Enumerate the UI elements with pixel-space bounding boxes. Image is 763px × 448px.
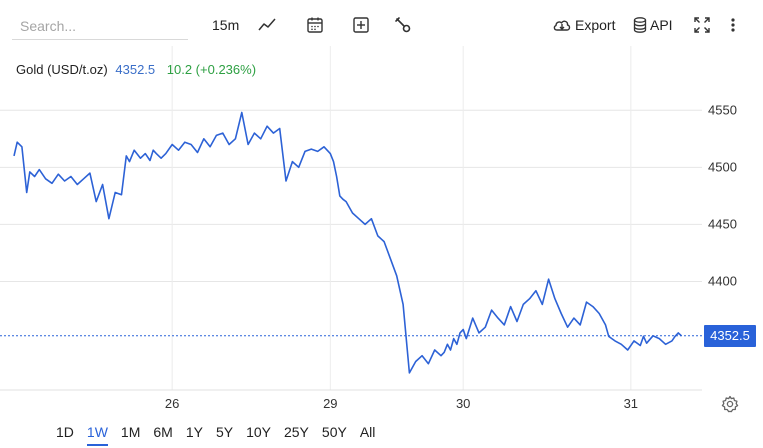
range-selector: 1D 1W 1M 6M 1Y 5Y 10Y 25Y 50Y All bbox=[56, 420, 388, 446]
plus-box-icon bbox=[352, 16, 370, 34]
api-label: API bbox=[650, 17, 673, 33]
chart-grid bbox=[0, 46, 702, 391]
line-chart-icon bbox=[257, 15, 277, 35]
fullscreen-icon bbox=[693, 16, 711, 34]
range-button-1w[interactable]: 1W bbox=[86, 420, 108, 446]
y-axis: 4550 4500 4450 4400 bbox=[708, 102, 737, 288]
fullscreen-button[interactable] bbox=[693, 13, 711, 37]
export-label: Export bbox=[575, 17, 616, 33]
price-change: 10.2 (+0.236%) bbox=[166, 62, 257, 77]
range-button-all[interactable]: All bbox=[359, 424, 376, 440]
wrench-icon bbox=[394, 16, 412, 34]
interval-label: 15m bbox=[212, 17, 240, 33]
toolbar: 15m Export API bbox=[0, 0, 763, 46]
current-price: 4352.5 bbox=[115, 62, 156, 77]
calendar-icon bbox=[306, 16, 324, 34]
api-button[interactable]: API bbox=[632, 13, 673, 37]
range-button-1y[interactable]: 1Y bbox=[185, 424, 203, 440]
add-indicator-button[interactable] bbox=[352, 13, 370, 37]
cloud-download-icon bbox=[552, 16, 572, 34]
database-icon bbox=[632, 16, 648, 34]
y-tick-label: 4500 bbox=[708, 159, 737, 174]
range-button-1d[interactable]: 1D bbox=[56, 424, 74, 440]
range-button-10y[interactable]: 10Y bbox=[246, 424, 271, 440]
x-axis: 26 29 30 31 bbox=[165, 396, 638, 411]
y-tick-label: 4450 bbox=[708, 216, 737, 231]
chart-type-button[interactable] bbox=[257, 13, 277, 37]
chart-settings-button[interactable] bbox=[720, 394, 740, 414]
range-button-50y[interactable]: 50Y bbox=[321, 424, 347, 440]
symbol-name: Gold (USD/t.oz) bbox=[16, 62, 108, 77]
interval-selector[interactable]: 15m bbox=[212, 13, 239, 37]
chart-legend: Gold (USD/t.oz) 4352.5 10.2 (+0.236%) bbox=[16, 62, 256, 77]
range-button-1m[interactable]: 1M bbox=[120, 424, 141, 440]
x-tick-label: 26 bbox=[165, 396, 179, 411]
range-button-6m[interactable]: 6M bbox=[153, 424, 173, 440]
range-button-25y[interactable]: 25Y bbox=[283, 424, 309, 440]
range-button-5y[interactable]: 5Y bbox=[215, 424, 234, 440]
x-tick-label: 30 bbox=[456, 396, 470, 411]
more-vertical-icon bbox=[728, 16, 738, 34]
y-tick-label: 4400 bbox=[708, 274, 737, 289]
y-tick-label: 4550 bbox=[708, 102, 737, 117]
more-options-button[interactable] bbox=[728, 13, 738, 37]
date-range-button[interactable] bbox=[306, 13, 324, 37]
gear-icon bbox=[720, 395, 740, 418]
price-chart[interactable]: 4550 4500 4450 4400 26 29 30 31 bbox=[0, 46, 763, 416]
gold-price-series bbox=[13, 111, 682, 374]
x-tick-label: 31 bbox=[624, 396, 638, 411]
tools-button[interactable] bbox=[394, 13, 412, 37]
last-price-badge: 4352.5 bbox=[704, 324, 756, 347]
search-input[interactable] bbox=[12, 12, 188, 40]
x-tick-label: 29 bbox=[323, 396, 337, 411]
export-button[interactable]: Export bbox=[552, 13, 615, 37]
